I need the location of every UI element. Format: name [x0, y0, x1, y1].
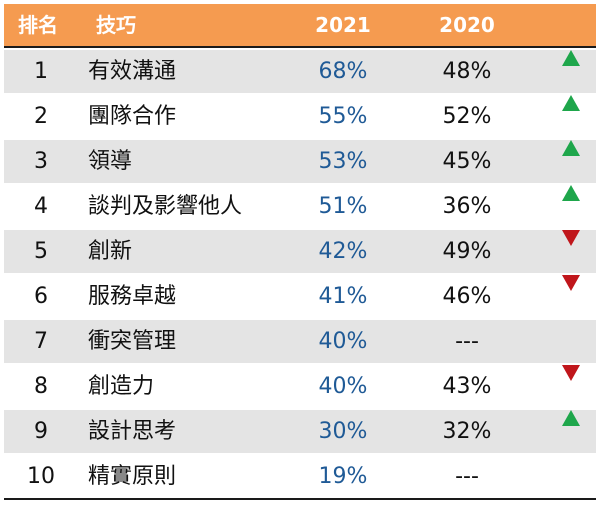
skill-cell: 團隊合作 [88, 104, 177, 129]
header-2021: 2021 [315, 13, 371, 37]
value-2021-cell: 51% [318, 194, 368, 219]
rank-cell: 8 [34, 374, 48, 399]
value-2020-cell: 32% [442, 419, 492, 444]
rank-cell: 1 [34, 59, 48, 84]
skill-cell: 服務卓越 [88, 284, 177, 309]
value-2020-cell: 45% [442, 149, 492, 174]
table-row: 9 設計思考 30% 32% [4, 410, 596, 453]
header-2020: 2020 [439, 13, 495, 37]
table-body: 1 有效溝通 68% 48% 2 團隊合作 55% 52% 3 領導 53% 45% 4 談判及影響他人 5… [4, 50, 596, 500]
value-2020-cell: 36% [442, 194, 492, 219]
table-row: 1 有效溝通 68% 48% [4, 50, 596, 93]
rank-cell: 3 [34, 149, 48, 174]
table-row: 3 領導 53% 45% [4, 140, 596, 183]
rank-cell: 7 [34, 329, 48, 354]
value-2020-cell: --- [455, 464, 479, 489]
skills-ranking-table: 排名 技巧 2021 2020 1 有效溝通 68% 48% 2 團隊合作 55% 52% 3 領… [4, 4, 596, 500]
triangle-up-icon [562, 95, 580, 111]
rank-cell: 4 [34, 194, 48, 219]
value-2021-cell: 19% [318, 464, 368, 489]
skill-cell: 有效溝通 [88, 59, 177, 84]
value-2021-cell: 40% [318, 374, 368, 399]
table-row: 2 團隊合作 55% 52% [4, 95, 596, 138]
value-2020-cell: --- [455, 329, 479, 354]
triangle-down-icon [562, 365, 580, 381]
table-row: 6 服務卓越 41% 46% [4, 275, 596, 318]
skill-cell: 衝突管理 [88, 329, 177, 354]
skill-cell: 設計思考 [88, 419, 177, 444]
value-2020-cell: 52% [442, 104, 492, 129]
skill-cell: 談判及影響他人 [88, 194, 243, 219]
value-2021-cell: 53% [318, 149, 368, 174]
triangle-up-icon [562, 185, 580, 201]
rank-cell: 6 [34, 284, 48, 309]
value-2021-cell: 41% [318, 284, 368, 309]
value-2021-cell: 42% [318, 239, 368, 264]
skill-cell: 創新 [88, 239, 133, 264]
table-row: 8 創造力 40% 43% [4, 365, 596, 408]
value-2021-cell: 40% [318, 329, 368, 354]
header-skill: 技巧 [96, 13, 136, 37]
header-rank: 排名 [18, 13, 58, 37]
value-2020-cell: 46% [442, 284, 492, 309]
triangle-down-icon [562, 275, 580, 291]
value-2020-cell: 49% [442, 239, 492, 264]
rank-cell: 2 [34, 104, 48, 129]
rank-cell: 10 [27, 464, 55, 489]
value-2020-cell: 48% [442, 59, 492, 84]
rank-cell: 5 [34, 239, 48, 264]
table-header: 排名 技巧 2021 2020 [4, 4, 596, 48]
table-row: 10 精實原則 19% --- [4, 455, 596, 500]
rank-cell: 9 [34, 419, 48, 444]
triangle-up-icon [562, 140, 580, 156]
triangle-down-icon [562, 230, 580, 246]
value-2020-cell: 43% [442, 374, 492, 399]
triangle-up-icon [562, 410, 580, 426]
table-row: 7 衝突管理 40% --- [4, 320, 596, 363]
value-2021-cell: 55% [318, 104, 368, 129]
skill-cell: 創造力 [88, 374, 155, 399]
skill-cell: 領導 [88, 149, 133, 174]
skill-cell: 精實原則 [88, 464, 177, 489]
value-2021-cell: 30% [318, 419, 368, 444]
triangle-up-icon [562, 50, 580, 66]
value-2021-cell: 68% [318, 59, 368, 84]
table-row: 5 創新 42% 49% [4, 230, 596, 273]
table-row: 4 談判及影響他人 51% 36% [4, 185, 596, 228]
